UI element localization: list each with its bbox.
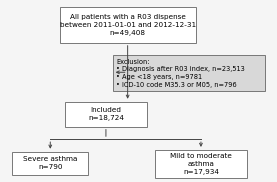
Text: Exclusion:
• Diagnosis after R03 index, n=23,513
• Age <18 years, n=9781
• ICD-1: Exclusion: • Diagnosis after R03 index, … (116, 59, 245, 88)
Text: All patients with a R03 dispense
between 2011-01-01 and 2012-12-31
n=49,408: All patients with a R03 dispense between… (60, 14, 196, 36)
FancyBboxPatch shape (12, 152, 88, 175)
FancyBboxPatch shape (65, 102, 147, 127)
FancyBboxPatch shape (60, 7, 196, 43)
Text: Included
n=18,724: Included n=18,724 (88, 107, 124, 121)
Text: Mild to moderate
asthma
n=17,934: Mild to moderate asthma n=17,934 (170, 153, 232, 175)
FancyBboxPatch shape (113, 55, 265, 91)
FancyBboxPatch shape (155, 150, 247, 178)
Text: Severe asthma
n=790: Severe asthma n=790 (23, 156, 78, 170)
